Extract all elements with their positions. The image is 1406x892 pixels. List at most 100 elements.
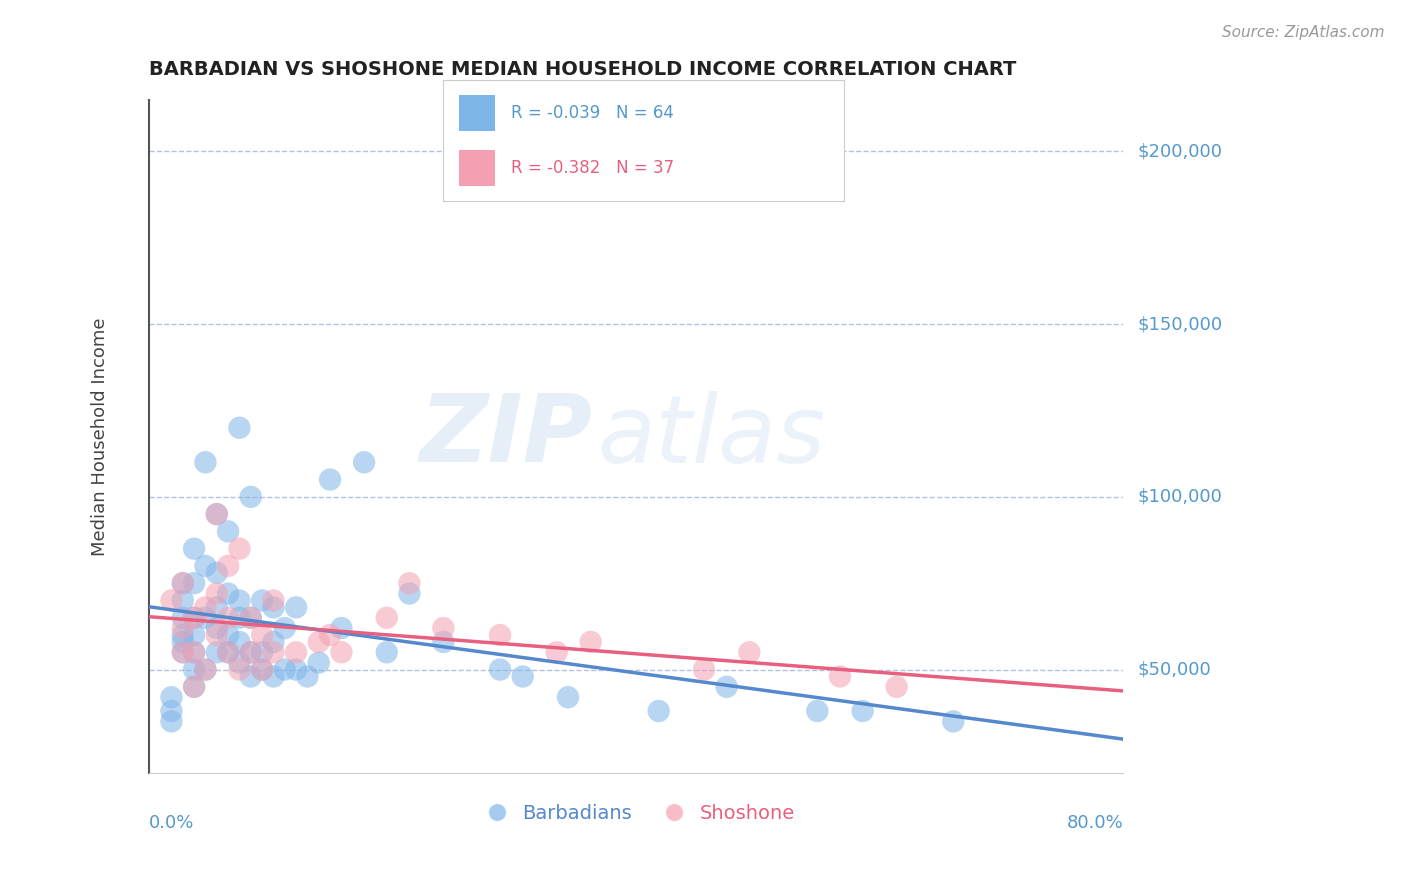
- Text: ZIP: ZIP: [419, 391, 592, 483]
- Point: [398, 586, 420, 600]
- Point: [432, 635, 454, 649]
- Point: [239, 611, 262, 625]
- Point: [398, 576, 420, 591]
- Bar: [458, 150, 495, 186]
- Point: [217, 524, 239, 539]
- Point: [172, 645, 194, 659]
- Point: [160, 593, 183, 607]
- Point: [239, 645, 262, 659]
- Point: [205, 628, 228, 642]
- Point: [716, 680, 738, 694]
- Point: [172, 593, 194, 607]
- Point: [183, 680, 205, 694]
- Point: [160, 690, 183, 705]
- Text: $150,000: $150,000: [1137, 315, 1222, 333]
- Point: [194, 600, 217, 615]
- Text: Source: ZipAtlas.com: Source: ZipAtlas.com: [1222, 25, 1385, 40]
- Text: 80.0%: 80.0%: [1067, 814, 1123, 831]
- Point: [228, 611, 250, 625]
- Point: [194, 558, 217, 573]
- Text: atlas: atlas: [598, 391, 825, 482]
- Point: [285, 663, 308, 677]
- Point: [239, 669, 262, 683]
- Point: [250, 645, 273, 659]
- Point: [172, 645, 194, 659]
- Point: [183, 680, 205, 694]
- Point: [205, 566, 228, 580]
- Point: [738, 645, 761, 659]
- Point: [183, 645, 205, 659]
- Point: [205, 507, 228, 521]
- Point: [432, 621, 454, 635]
- Point: [183, 611, 205, 625]
- Point: [250, 593, 273, 607]
- Text: $100,000: $100,000: [1137, 488, 1222, 506]
- Point: [375, 645, 398, 659]
- Point: [183, 611, 205, 625]
- Point: [217, 645, 239, 659]
- Point: [262, 645, 284, 659]
- Text: BARBADIAN VS SHOSHONE MEDIAN HOUSEHOLD INCOME CORRELATION CHART: BARBADIAN VS SHOSHONE MEDIAN HOUSEHOLD I…: [149, 60, 1017, 78]
- Point: [205, 600, 228, 615]
- Text: R = -0.039   N = 64: R = -0.039 N = 64: [510, 103, 673, 122]
- Point: [183, 541, 205, 556]
- Text: $200,000: $200,000: [1137, 143, 1222, 161]
- Point: [172, 611, 194, 625]
- Point: [852, 704, 875, 718]
- Point: [262, 600, 284, 615]
- Point: [172, 576, 194, 591]
- Bar: [458, 95, 495, 131]
- Point: [512, 669, 534, 683]
- Point: [330, 621, 353, 635]
- Text: $50,000: $50,000: [1137, 661, 1211, 679]
- Point: [217, 611, 239, 625]
- Point: [217, 586, 239, 600]
- Point: [353, 455, 375, 469]
- Point: [228, 421, 250, 435]
- Point: [239, 490, 262, 504]
- Point: [806, 704, 828, 718]
- Point: [172, 635, 194, 649]
- Point: [160, 714, 183, 729]
- Point: [375, 611, 398, 625]
- Point: [183, 576, 205, 591]
- Point: [285, 645, 308, 659]
- Point: [217, 558, 239, 573]
- Point: [172, 576, 194, 591]
- Point: [828, 669, 851, 683]
- Point: [285, 600, 308, 615]
- Point: [194, 663, 217, 677]
- Point: [183, 663, 205, 677]
- Point: [250, 663, 273, 677]
- Point: [228, 635, 250, 649]
- Point: [319, 628, 342, 642]
- Point: [274, 621, 297, 635]
- Point: [308, 635, 330, 649]
- Text: Median Household Income: Median Household Income: [91, 318, 110, 556]
- Point: [172, 628, 194, 642]
- Point: [228, 541, 250, 556]
- Point: [579, 635, 602, 649]
- Point: [239, 645, 262, 659]
- Point: [274, 663, 297, 677]
- Point: [228, 663, 250, 677]
- Point: [194, 611, 217, 625]
- Point: [205, 621, 228, 635]
- Point: [262, 669, 284, 683]
- Point: [205, 645, 228, 659]
- Legend: Barbadians, Shoshone: Barbadians, Shoshone: [470, 797, 803, 830]
- Point: [239, 611, 262, 625]
- Point: [308, 656, 330, 670]
- Point: [172, 621, 194, 635]
- Point: [546, 645, 568, 659]
- Point: [647, 704, 669, 718]
- Point: [262, 593, 284, 607]
- Point: [183, 645, 205, 659]
- Point: [205, 586, 228, 600]
- Point: [194, 663, 217, 677]
- Point: [228, 593, 250, 607]
- Point: [489, 628, 512, 642]
- Point: [205, 507, 228, 521]
- Point: [194, 455, 217, 469]
- Point: [319, 473, 342, 487]
